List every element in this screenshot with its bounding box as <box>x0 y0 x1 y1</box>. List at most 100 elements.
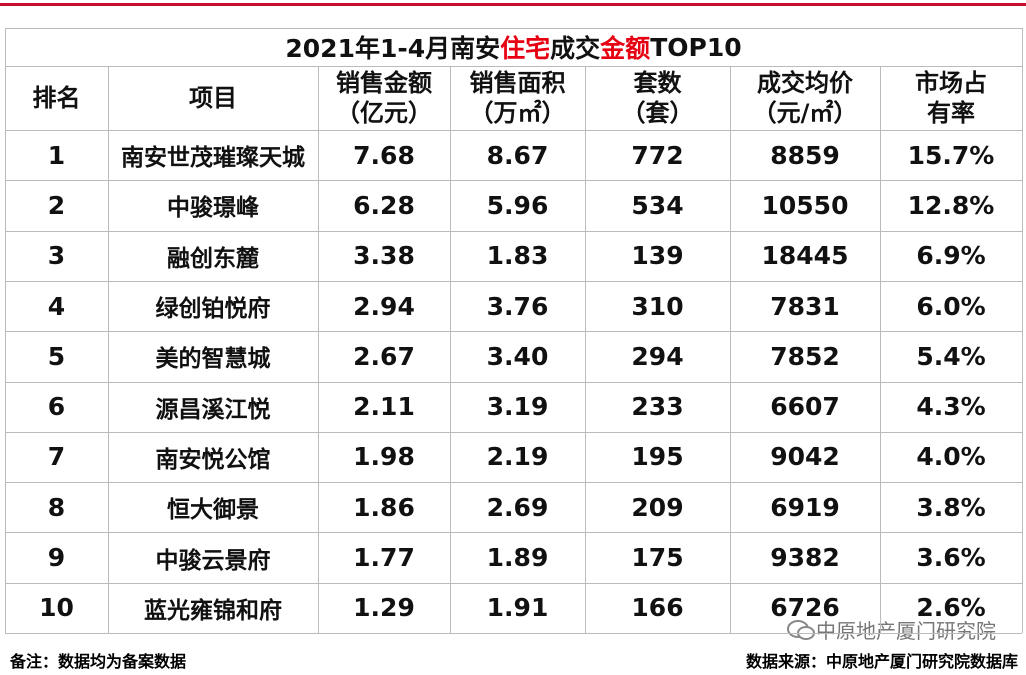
header-line: （元/㎡） <box>752 99 858 127</box>
data-cell: 3.38 <box>353 241 415 271</box>
header-cell: 市场占 有率 <box>880 66 1022 130</box>
row-line <box>5 130 1022 131</box>
data-cell: 5.96 <box>486 190 549 220</box>
col-line <box>450 66 451 633</box>
project-cell: 融创东麓 <box>167 245 259 272</box>
data-cell: 4 <box>47 291 66 321</box>
data-cell: 2.69 <box>486 492 549 522</box>
footer-note: 备注：数据均为备案数据 <box>10 652 187 671</box>
header-line: 销售金额 <box>336 69 432 97</box>
data-cell: 2 <box>47 190 66 220</box>
row-line <box>5 431 1022 433</box>
data-cell: 1.29 <box>353 593 415 623</box>
data-cell: 7852 <box>770 341 840 371</box>
data-cell: 3.76 <box>486 291 549 321</box>
watermark-text: 中原地产厦门研究院 <box>816 619 996 643</box>
header-cell: 排名 <box>5 66 108 130</box>
data-cell: 1 <box>47 140 66 170</box>
row-line <box>5 280 1022 282</box>
data-cell: 4.0% <box>916 442 986 472</box>
data-cell: 18445 <box>761 241 849 271</box>
wechat-icon <box>787 619 815 640</box>
data-cell: 3 <box>47 241 66 271</box>
footer-source: 数据来源：中原地产厦门研究院数据库 <box>745 652 1018 671</box>
data-cell: 15.7% <box>907 140 995 170</box>
row-line <box>5 331 1022 333</box>
col-line <box>585 66 586 633</box>
row-line <box>5 230 1022 232</box>
table-title: 2021年1-4月南安 住宅 成交 金额 TOP10 <box>5 28 1022 66</box>
data-cell: 10 <box>39 593 74 623</box>
data-cell: 166 <box>631 593 684 623</box>
data-cell: 310 <box>631 291 684 321</box>
data-cell: 8 <box>47 492 66 522</box>
project-cell: 中骏云景府 <box>155 547 271 574</box>
watermark: 中原地产厦门研究院 <box>786 615 996 644</box>
data-cell: 7 <box>47 442 66 472</box>
project-cell: 美的智慧城 <box>155 346 271 373</box>
data-cell: 3.6% <box>916 543 986 573</box>
col-line <box>318 66 319 633</box>
header-cell: 成交均价 （元/㎡） <box>730 66 880 130</box>
row-line <box>5 633 1022 634</box>
title-part: TOP10 <box>650 32 742 62</box>
data-cell: 772 <box>631 140 684 170</box>
data-cell: 4.3% <box>916 392 986 422</box>
data-cell: 1.98 <box>353 442 415 472</box>
data-cell: 209 <box>631 492 684 522</box>
header-line: （亿元） <box>336 99 432 127</box>
data-cell: 8.67 <box>486 140 549 170</box>
data-cell: 10550 <box>761 190 849 220</box>
data-cell: 1.86 <box>353 492 415 522</box>
title-part: 住宅 <box>500 34 551 63</box>
header-line: 成交均价 <box>757 69 853 97</box>
data-cell: 1.89 <box>486 543 549 573</box>
data-cell: 2.6% <box>916 593 986 623</box>
row-line <box>5 28 1022 29</box>
header-line: 有率 <box>927 99 975 127</box>
data-cell: 5 <box>47 341 66 371</box>
header-line: （套） <box>621 99 694 127</box>
data-cell: 7831 <box>770 291 840 321</box>
data-cell: 233 <box>631 392 684 422</box>
data-cell: 6 <box>47 392 66 422</box>
row-line <box>5 381 1022 383</box>
data-cell: 6607 <box>770 392 840 422</box>
data-cell: 2.19 <box>486 442 549 472</box>
header-line: 项目 <box>189 84 237 112</box>
data-cell: 175 <box>631 543 684 573</box>
header-cell: 销售金额 （亿元） <box>318 66 450 130</box>
data-cell: 9042 <box>770 442 840 472</box>
data-cell: 1.83 <box>486 241 549 271</box>
col-line <box>108 66 109 633</box>
data-cell: 3.8% <box>916 492 986 522</box>
data-cell: 2.11 <box>353 392 415 422</box>
project-cell: 绿创铂悦府 <box>155 296 271 323</box>
row-line <box>5 582 1022 584</box>
header-cell: 项目 <box>108 66 318 130</box>
data-cell: 6.0% <box>916 291 986 321</box>
data-cell: 6919 <box>770 492 840 522</box>
data-cell: 534 <box>631 190 684 220</box>
data-cell: 6726 <box>770 593 840 623</box>
data-cell: 7.68 <box>353 140 415 170</box>
data-cell: 1.77 <box>353 543 415 573</box>
col-line <box>730 66 731 633</box>
title-part: 金额 <box>600 34 651 63</box>
data-cell: 9382 <box>770 543 840 573</box>
data-cell: 9 <box>47 543 66 573</box>
project-cell: 南安悦公馆 <box>155 446 271 473</box>
data-cell: 3.40 <box>486 341 549 371</box>
data-cell: 6.28 <box>353 190 415 220</box>
project-cell: 南安世茂璀璨天城 <box>121 145 305 172</box>
col-line <box>880 66 881 633</box>
header-line: 市场占 <box>915 69 987 97</box>
col-line <box>5 28 6 633</box>
header-line: 套数 <box>633 69 682 97</box>
title-part: 2021年1-4月南安 <box>285 34 501 63</box>
data-cell: 8859 <box>770 140 840 170</box>
row-line <box>5 482 1022 484</box>
data-cell: 2.94 <box>353 291 415 321</box>
row-line <box>5 180 1022 182</box>
